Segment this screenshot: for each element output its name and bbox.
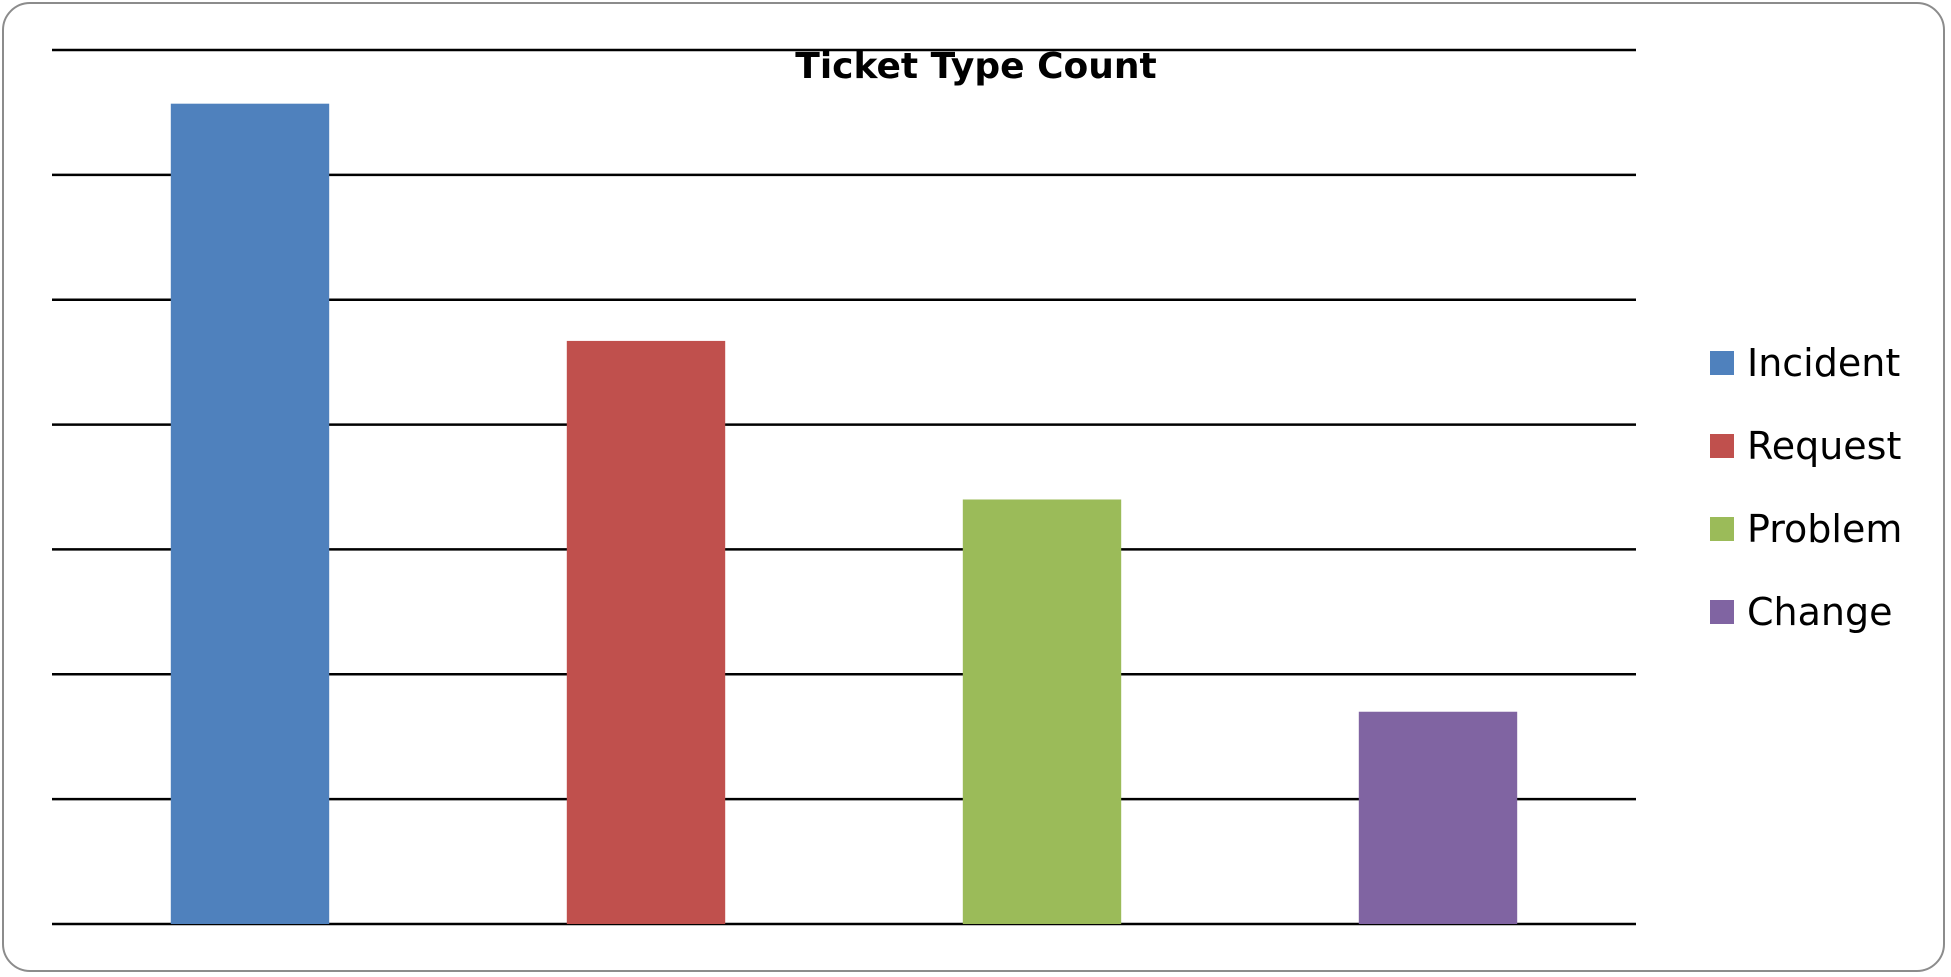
legend-label-change: Change — [1747, 590, 1893, 634]
legend: Incident Request Problem Change — [1710, 341, 1902, 634]
legend-label-incident: Incident — [1747, 341, 1900, 385]
legend-label-request: Request — [1747, 424, 1901, 468]
legend-label-problem: Problem — [1747, 507, 1902, 551]
bar-problem — [962, 499, 1122, 924]
bars — [170, 103, 1518, 925]
chart-title: Ticket Type Count — [795, 46, 1156, 87]
bar-request — [566, 340, 726, 925]
bar-change — [1358, 711, 1518, 924]
legend-swatch-problem — [1710, 517, 1734, 541]
bar-incident — [170, 103, 330, 924]
legend-swatch-incident — [1710, 351, 1734, 375]
legend-swatch-request — [1710, 434, 1734, 458]
legend-swatch-change — [1710, 600, 1734, 624]
